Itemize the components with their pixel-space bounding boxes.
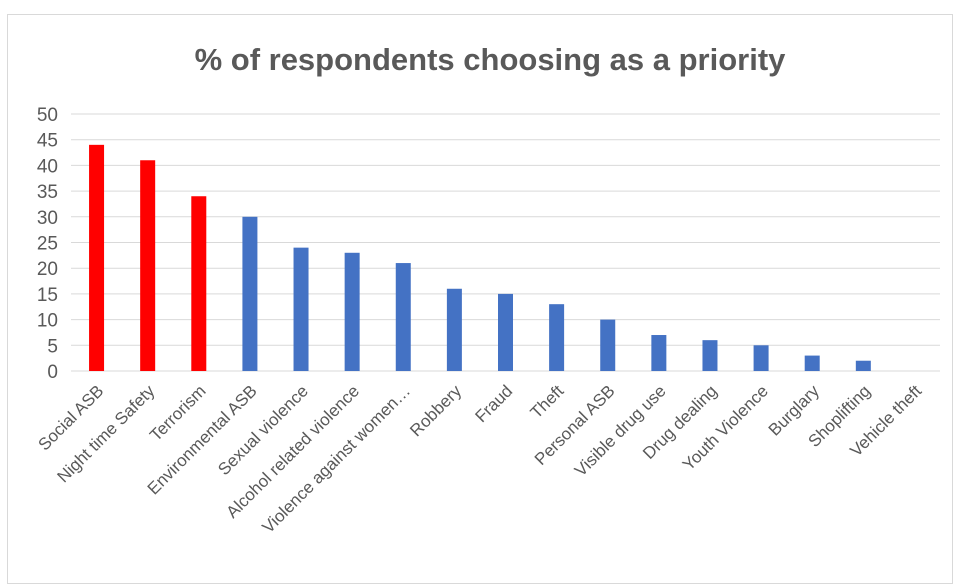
y-tick-label: 30 bbox=[37, 208, 58, 229]
y-tick-label: 35 bbox=[37, 182, 58, 203]
y-tick-label: 5 bbox=[47, 336, 58, 357]
y-tick-label: 25 bbox=[37, 234, 58, 255]
x-tick-label: Robbery bbox=[406, 381, 465, 440]
gridlines bbox=[71, 113, 940, 372]
bar bbox=[804, 355, 820, 371]
y-tick-label: 0 bbox=[47, 362, 58, 383]
bar bbox=[446, 288, 462, 371]
y-tick-label: 40 bbox=[37, 156, 58, 177]
bar bbox=[855, 360, 871, 371]
bar bbox=[293, 247, 309, 371]
y-tick-label: 50 bbox=[37, 105, 58, 126]
bar bbox=[651, 335, 667, 371]
y-axis-labels: 0 5 10 15 20 25 30 35 40 45 50 bbox=[37, 105, 58, 383]
chart-title: % of respondents choosing as a priority bbox=[194, 42, 786, 77]
bar bbox=[498, 293, 513, 371]
bar bbox=[549, 304, 565, 371]
bar bbox=[753, 345, 769, 371]
y-tick-label: 15 bbox=[37, 285, 58, 306]
bar bbox=[89, 144, 105, 371]
x-tick-label: Night time Safety bbox=[54, 381, 159, 486]
y-tick-label: 20 bbox=[37, 259, 58, 280]
x-tick-label: Fraud bbox=[471, 381, 516, 426]
chart-frame bbox=[7, 14, 953, 584]
bar bbox=[140, 160, 156, 371]
y-tick-label: 10 bbox=[37, 311, 58, 332]
y-tick-label: 45 bbox=[37, 131, 58, 152]
bar bbox=[702, 340, 718, 371]
bar bbox=[600, 319, 616, 371]
x-tick-label: Theft bbox=[527, 381, 568, 422]
x-tick-label: Sexual violence bbox=[214, 381, 312, 479]
x-tick-label: Visible drug use bbox=[571, 381, 670, 480]
bar bbox=[395, 263, 411, 371]
bar bbox=[242, 216, 258, 371]
bar bbox=[344, 252, 360, 371]
bars bbox=[89, 144, 871, 371]
bar bbox=[191, 196, 207, 371]
